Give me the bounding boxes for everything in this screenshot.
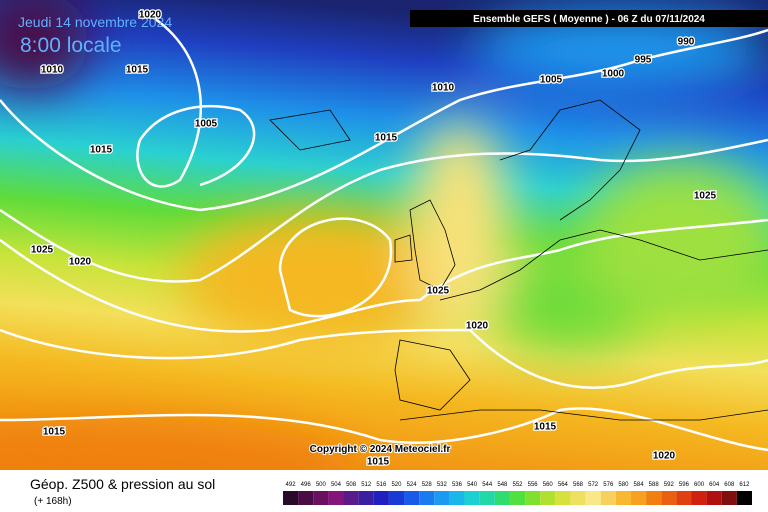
- colorbar-swatch: [388, 491, 405, 505]
- copyright: Copyright © 2024 Meteociel.fr: [310, 444, 451, 455]
- isobar-label: 1020: [69, 257, 92, 268]
- colorbar-label: 576: [603, 482, 614, 488]
- colorbar-label: 600: [694, 482, 705, 488]
- local-time: 8:00 locale: [20, 34, 122, 57]
- footer-title: Géop. Z500 & pression au sol: [30, 476, 215, 492]
- colorbar-label: 584: [634, 482, 645, 488]
- colorbar-label: 572: [588, 482, 599, 488]
- colorbar-swatch: [373, 491, 389, 505]
- colorbar-swatch: [404, 491, 420, 505]
- colorbar-label: 520: [391, 482, 402, 488]
- colorbar-swatch: [283, 491, 299, 505]
- colorbar-label: 504: [331, 482, 342, 488]
- colorbar-swatch: [358, 491, 374, 505]
- date: Jeudi 14 novembre 2024: [18, 14, 172, 30]
- colorbar-swatch: [585, 491, 601, 505]
- colorbar-label: 592: [664, 482, 675, 488]
- colorbar-label: 560: [543, 482, 554, 488]
- colorbar-swatch: [449, 491, 465, 505]
- colorbar-swatch: [706, 491, 722, 505]
- colorbar-label: 568: [573, 482, 584, 488]
- colorbar-swatch: [555, 491, 571, 505]
- colorbar-label: 612: [739, 482, 750, 488]
- colorbar-label: 596: [679, 482, 690, 488]
- colorbar-swatch: [525, 491, 541, 505]
- colorbar-swatch: [736, 491, 752, 505]
- lead-time: (+ 168h): [34, 496, 72, 507]
- isobar-label: 1025: [427, 286, 450, 297]
- colorbar-swatch: [691, 491, 707, 505]
- coastlines: [269, 99, 768, 421]
- isobar-label: 1005: [540, 75, 563, 86]
- isobar-label: 1010: [432, 83, 455, 94]
- colorbar-label: 528: [422, 482, 433, 488]
- colorbar-swatch: [540, 491, 556, 505]
- colorbar-label: 588: [649, 482, 660, 488]
- colorbar-swatch: [676, 491, 692, 505]
- isobar-label: 1025: [694, 191, 717, 202]
- colorbar-label: 604: [709, 482, 720, 488]
- colorbar-label: 512: [361, 482, 372, 488]
- colorbar-swatch: [419, 491, 435, 505]
- colorbar: 492 496 500 504 508 512 516 520 524 528 532 536 540 5…: [283, 482, 752, 505]
- isobar-label: 1005: [195, 119, 218, 130]
- isobar-label: 1000: [602, 69, 625, 80]
- colorbar-swatch: [661, 491, 677, 505]
- colorbar-label: 500: [316, 482, 327, 488]
- isobar-label: 1020: [653, 451, 676, 462]
- isobar-label: 1010: [41, 65, 64, 76]
- colorbar-label: 548: [497, 482, 508, 488]
- isobar-label: 1020: [466, 321, 489, 332]
- colorbar-label: 524: [407, 482, 418, 488]
- colorbar-swatch: [313, 491, 329, 505]
- isobar-label: 1020: [139, 10, 162, 21]
- colorbar-swatch: [615, 491, 631, 505]
- colorbar-label: 608: [724, 482, 735, 488]
- colorbar-swatch: [343, 491, 359, 505]
- isobar-label: 1015: [375, 133, 398, 144]
- colorbar-label: 552: [512, 482, 523, 488]
- colorbar-swatch: [600, 491, 616, 505]
- colorbar-label: 556: [528, 482, 539, 488]
- isobar-label: 1015: [90, 145, 113, 156]
- colorbar-swatch: [630, 491, 647, 505]
- isobar-label: 1015: [43, 427, 66, 438]
- isobar-label: 990: [678, 37, 695, 48]
- colorbar-swatch: [646, 491, 662, 505]
- isobar-label: 1015: [367, 457, 390, 468]
- isobar-label: 1025: [31, 245, 54, 256]
- colorbar-swatch: [328, 491, 344, 505]
- colorbar-label: 580: [618, 482, 629, 488]
- colorbar-label: 540: [467, 482, 478, 488]
- colorbar-swatch: [434, 491, 450, 505]
- colorbar-label: 564: [558, 482, 569, 488]
- isobar-label: 995: [635, 55, 652, 66]
- colorbar-label: 516: [376, 482, 387, 488]
- colorbar-swatch: [509, 491, 526, 505]
- colorbar-label: 532: [437, 482, 448, 488]
- colorbar-label: 536: [452, 482, 463, 488]
- colorbar-label: 544: [482, 482, 493, 488]
- run-info: Ensemble GEFS ( Moyenne ) - 06 Z du 07/1…: [473, 14, 705, 25]
- colorbar-swatch: [464, 491, 480, 505]
- isobar-labels: 1020 1010 1015 1005 1015 1010 1015 1005 1000 995 9…: [30, 8, 718, 469]
- colorbar-swatch: [570, 491, 586, 505]
- colorbar-label: 508: [346, 482, 357, 488]
- run-box: [410, 10, 768, 27]
- isobar-label: 1015: [534, 422, 557, 433]
- colorbar-swatch: [479, 491, 495, 505]
- isobar-label: 1015: [126, 65, 149, 76]
- colorbar-swatch: [721, 491, 737, 505]
- colorbar-label: 492: [286, 482, 297, 488]
- colorbar-label: 496: [301, 482, 312, 488]
- colorbar-swatch: [298, 491, 314, 505]
- colorbar-swatch: [494, 491, 510, 505]
